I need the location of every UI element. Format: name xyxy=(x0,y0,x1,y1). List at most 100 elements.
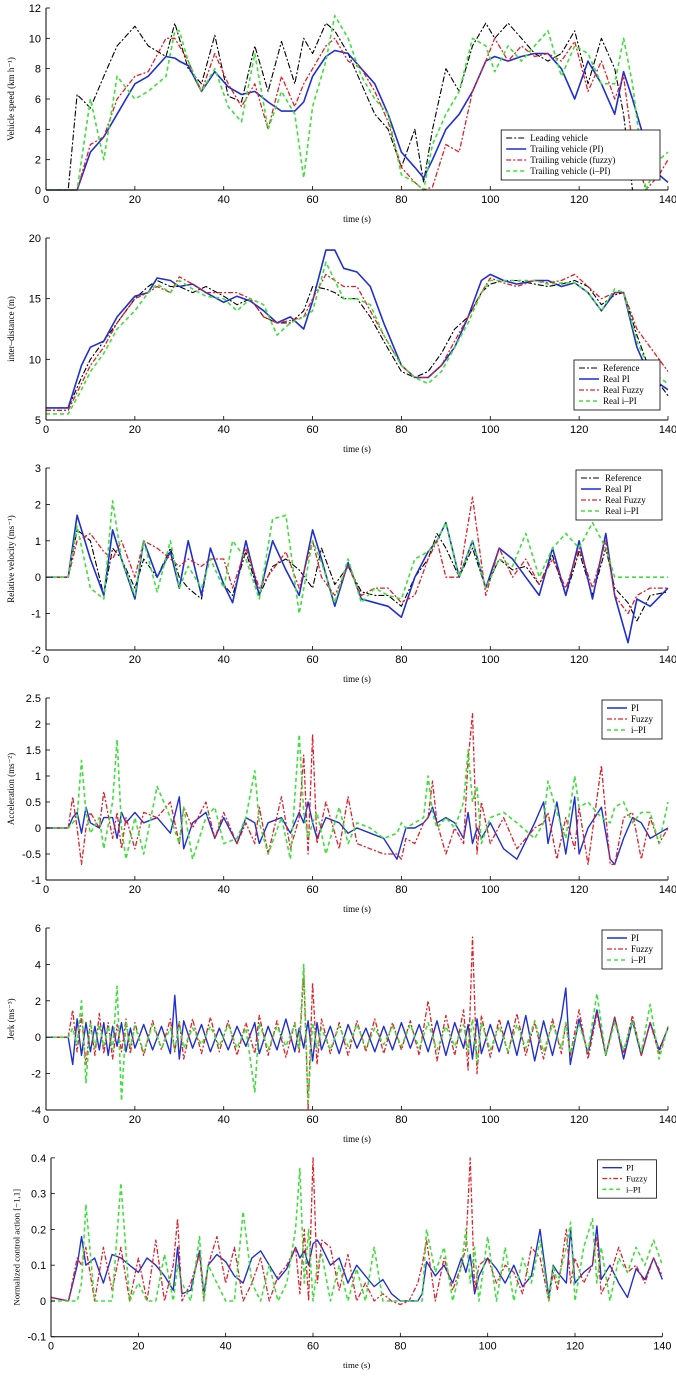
y-tick-label: 15 xyxy=(29,294,41,306)
x-tick-label: 40 xyxy=(218,1114,230,1126)
series-line-2 xyxy=(50,1167,664,1302)
x-tick-label: 140 xyxy=(659,654,676,666)
legend-label: i–PI xyxy=(626,1184,641,1194)
y-tick-label: 4 xyxy=(35,959,41,971)
x-tick-label: 100 xyxy=(479,1341,497,1353)
y-tick-label: 0 xyxy=(35,185,41,197)
y-axis-title: Jerk (ms⁻³) xyxy=(6,998,16,1039)
legend-label: Fuzzy xyxy=(626,1173,648,1183)
y-tick-label: 2.5 xyxy=(26,693,41,705)
y-axis-title: Acceleration (ms⁻²) xyxy=(6,753,16,825)
plot-area xyxy=(46,712,669,866)
y-tick-label: 1.5 xyxy=(26,745,41,757)
y-tick-label: 6 xyxy=(35,923,41,935)
legend-label: Real i–PI xyxy=(603,396,637,406)
chart-control-action: 0 20 40 60 80 100 120 140-0.100.10.20.30.4time … xyxy=(12,1153,672,1370)
series-line-1 xyxy=(46,514,669,644)
chart-jerk: 0 20 40 60 80 100 120 140 -4 -2 0 2 4 6 time (s) Jerk (… xyxy=(6,923,676,1144)
legend-label: Trailing vehicle (fuzzy) xyxy=(530,155,615,165)
legend-label: PI xyxy=(631,703,639,713)
y-tick-label: -2 xyxy=(31,645,41,657)
x-tick-label: 60 xyxy=(306,884,318,896)
series-line-2 xyxy=(46,963,669,1104)
x-tick-label: 0 xyxy=(48,1341,54,1353)
x-tick-label: 80 xyxy=(395,884,407,896)
series-line-1 xyxy=(50,1157,663,1306)
y-tick-label: 1 xyxy=(35,536,41,548)
x-axis-title: time (s) xyxy=(343,444,371,454)
y-tick-label: 2 xyxy=(35,499,41,511)
x-tick-label: 120 xyxy=(570,654,588,666)
legend-label: Real Fuzzy xyxy=(603,385,644,395)
y-tick-label: -0.5 xyxy=(22,849,41,861)
x-tick-label: 0 xyxy=(43,1114,49,1126)
x-tick-label: 0 xyxy=(43,194,49,206)
x-tick-label: 40 xyxy=(218,654,230,666)
y-axis-title: inter–distance (m) xyxy=(6,296,16,362)
series-line-0 xyxy=(50,1225,663,1302)
y-axis-title: Normalized control action [−1,1] xyxy=(12,1189,22,1306)
x-tick-label: 40 xyxy=(220,1341,232,1353)
legend-label: i–PI xyxy=(631,725,646,735)
x-tick-label: 60 xyxy=(306,424,318,436)
y-tick-label: -0.1 xyxy=(27,1332,46,1344)
legend-label: Fuzzy xyxy=(631,944,653,954)
y-tick-label: -2 xyxy=(31,1069,41,1081)
legend-label: Real PI xyxy=(603,374,630,384)
legend-label: Fuzzy xyxy=(631,714,653,724)
plot-area xyxy=(46,496,669,644)
series-line-0 xyxy=(46,987,669,1066)
x-tick-label: 100 xyxy=(481,884,499,896)
x-tick-label: 140 xyxy=(659,424,676,436)
y-tick-label: 2 xyxy=(35,155,41,167)
chart-vehicle-speed: 0 20 40 60 80 100 120 140 0 2 4 6 8 10 12 time (s) Vehic… xyxy=(6,3,676,224)
x-tick-label: 0 xyxy=(43,884,49,896)
x-tick-label: 60 xyxy=(306,194,318,206)
x-tick-label: 40 xyxy=(218,194,230,206)
series-line-3 xyxy=(46,499,668,615)
x-tick-label: 80 xyxy=(395,1114,407,1126)
x-axis-title: time (s) xyxy=(343,214,371,224)
x-tick-label: 140 xyxy=(653,1341,671,1353)
x-tick-label: 20 xyxy=(129,884,141,896)
x-tick-label: 80 xyxy=(394,1341,406,1353)
x-tick-label: 140 xyxy=(659,884,676,896)
y-tick-label: 10 xyxy=(29,33,41,45)
y-tick-label: 3 xyxy=(35,463,41,475)
plot-area xyxy=(46,14,669,191)
legend-label: Real i–PI xyxy=(605,506,639,516)
y-tick-label: 0 xyxy=(35,572,41,584)
legend-box xyxy=(500,129,661,181)
x-tick-label: 120 xyxy=(570,1114,588,1126)
x-tick-label: 60 xyxy=(307,1341,319,1353)
x-axis-title: time (s) xyxy=(343,1360,370,1370)
y-axis-title: Relative velocity (ms⁻¹) xyxy=(6,515,16,602)
y-tick-label: 0.2 xyxy=(31,1224,46,1236)
x-tick-label: 0 xyxy=(43,424,49,436)
y-tick-label: 0 xyxy=(35,1032,41,1044)
x-tick-label: 40 xyxy=(218,424,230,436)
x-tick-label: 60 xyxy=(306,654,318,666)
x-tick-label: 80 xyxy=(395,654,407,666)
y-tick-label: 4 xyxy=(35,124,41,136)
x-tick-label: 120 xyxy=(570,884,588,896)
series-line-0 xyxy=(46,22,668,191)
x-tick-label: 0 xyxy=(43,654,49,666)
chart-inter-distance: 0 20 40 60 80 100 120 140 5 10 15 20 time (s) inter–d… xyxy=(6,233,676,454)
series-line-1 xyxy=(46,712,669,866)
x-tick-label: 100 xyxy=(481,194,499,206)
series-line-2 xyxy=(46,37,669,191)
series-line-3 xyxy=(46,14,669,191)
legend-label: Reference xyxy=(605,473,641,483)
y-tick-label: -1 xyxy=(31,875,41,887)
legend-label: Reference xyxy=(603,363,639,373)
legend-label: i–PI xyxy=(631,955,646,965)
series-line-1 xyxy=(46,49,669,191)
x-tick-label: 40 xyxy=(218,884,230,896)
y-tick-label: 0.1 xyxy=(31,1260,46,1272)
